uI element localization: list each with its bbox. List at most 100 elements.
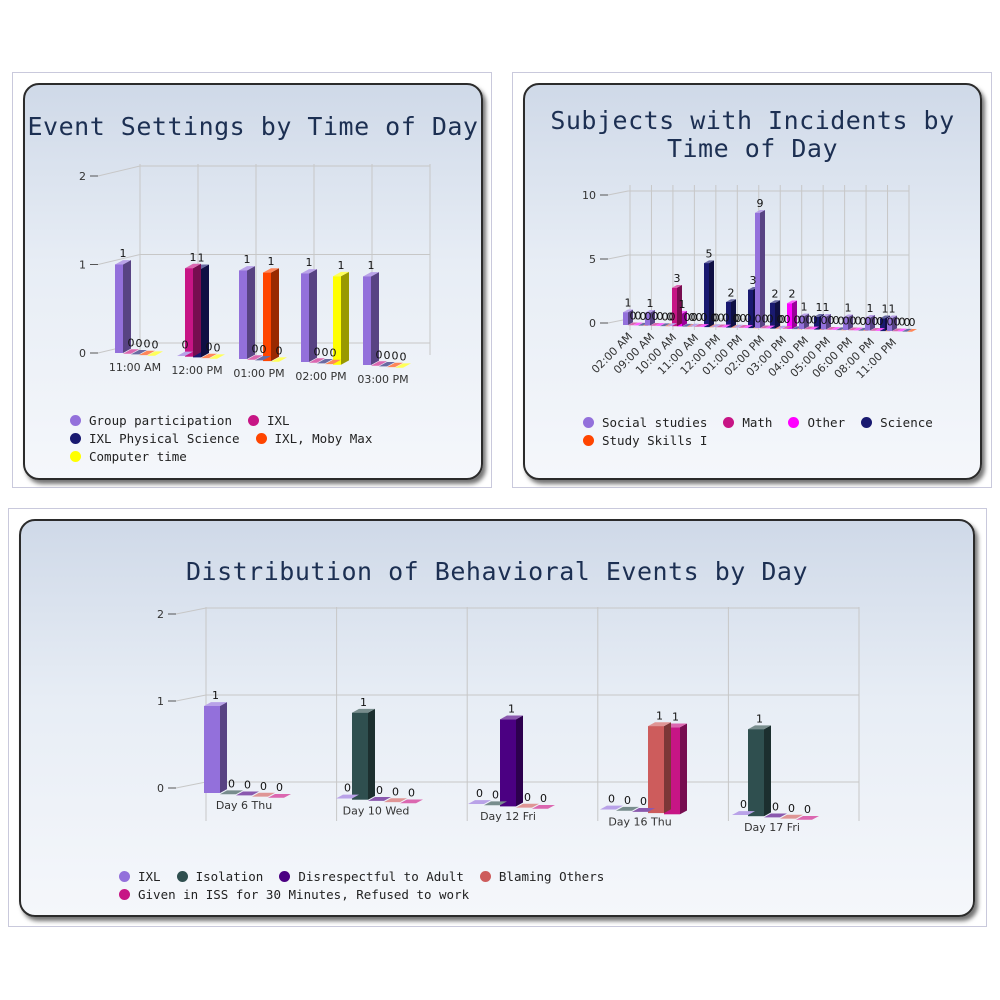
bar-side — [664, 722, 671, 814]
bar — [748, 729, 764, 817]
legend-item[interactable]: Isolation — [176, 867, 263, 885]
bar-top — [247, 355, 263, 360]
bar-top — [628, 322, 638, 326]
bar — [755, 212, 760, 328]
data-label: 1 — [198, 252, 205, 265]
data-label: 0 — [745, 312, 752, 325]
data-label: 0 — [476, 787, 483, 800]
chart-panel-behavioral-events: Distribution of Behavioral Events by Day… — [19, 519, 975, 917]
data-label: 0 — [630, 309, 637, 322]
data-label: 0 — [689, 311, 696, 324]
data-label: 1 — [889, 302, 896, 315]
legend-marker-icon — [723, 416, 735, 428]
bar-top — [880, 315, 890, 319]
legend-marker-icon — [583, 434, 594, 446]
data-label: 3 — [750, 274, 757, 287]
data-label: 0 — [723, 312, 730, 325]
bar-side — [677, 285, 682, 327]
legend-item[interactable]: Computer time — [70, 447, 187, 465]
data-label: 0 — [894, 315, 901, 328]
bar-top — [317, 359, 333, 364]
legend-item[interactable]: IXL — [119, 867, 161, 885]
legend-marker-icon — [279, 870, 291, 882]
bar-top — [780, 814, 803, 819]
x-tick-label: Day 10 Wed — [343, 805, 410, 818]
legend-item[interactable]: IXL, Moby Max — [255, 429, 372, 447]
grid-line-floor — [175, 781, 207, 789]
grid-line-floor — [607, 190, 629, 196]
y-tick-label: 1 — [157, 695, 164, 708]
data-label: 2 — [789, 288, 796, 301]
bar — [352, 712, 368, 800]
data-label: 0 — [877, 315, 884, 328]
bar-top — [826, 326, 836, 330]
bar-top — [500, 715, 523, 720]
legend-marker-icon — [70, 432, 81, 444]
data-label: 0 — [228, 777, 235, 790]
x-tick-label: Day 12 Fri — [480, 810, 536, 823]
bar-top — [220, 790, 243, 795]
bar-top — [655, 323, 665, 326]
legend-item[interactable]: Group participation — [70, 411, 232, 429]
bar — [301, 273, 309, 362]
bar-top — [336, 794, 359, 799]
data-label: 0 — [735, 312, 742, 325]
bar-top — [650, 322, 660, 326]
legend-label: Science — [880, 414, 933, 430]
data-label: 0 — [909, 316, 916, 329]
data-label: 0 — [524, 791, 531, 804]
x-tick-label: 03:00 PM — [357, 373, 408, 386]
data-label: 0 — [662, 310, 669, 323]
bar-top — [368, 797, 391, 801]
y-tick-label: 0 — [589, 317, 596, 330]
bar — [115, 264, 123, 353]
bar-top — [236, 791, 259, 796]
legend-item[interactable]: Math — [723, 413, 772, 431]
legend-item[interactable]: Social studies — [583, 413, 707, 431]
legend-marker-icon — [176, 870, 188, 882]
bar-top — [704, 260, 714, 264]
data-label: 0 — [691, 311, 698, 324]
data-label: 0 — [904, 316, 911, 329]
x-tick-label: Day 17 Fri — [744, 821, 800, 834]
bar-top — [400, 799, 423, 804]
bar-top — [271, 357, 287, 362]
bar-side — [775, 300, 780, 329]
bar-top — [309, 358, 325, 363]
data-label: 1 — [801, 300, 808, 313]
bar-top — [660, 323, 670, 327]
bar — [865, 317, 870, 331]
data-label: 0 — [322, 346, 329, 359]
legend-item[interactable]: Science — [861, 413, 933, 431]
bar-side — [680, 723, 687, 815]
legend-item[interactable]: Study Skills I — [583, 431, 707, 449]
legend-item[interactable]: Blaming Others — [479, 867, 604, 885]
data-label: 1 — [120, 247, 127, 260]
bar-top — [633, 322, 643, 326]
data-label: 0 — [540, 792, 547, 805]
data-label: 0 — [872, 315, 879, 328]
legend-item[interactable]: Given in ISS for 30 Minutes, Refused to … — [119, 885, 469, 903]
data-label: 0 — [740, 798, 747, 811]
bar-side — [271, 268, 279, 362]
data-label: 1 — [338, 259, 345, 272]
bar-top — [831, 327, 841, 330]
bar-top — [623, 309, 633, 313]
bar-top — [726, 299, 736, 302]
bar-top — [848, 327, 858, 331]
bar-top — [379, 362, 395, 367]
bar-top — [760, 325, 770, 329]
data-label: 1 — [268, 255, 275, 268]
data-label: 0 — [788, 802, 795, 815]
bar-top — [177, 351, 193, 356]
legend-label: Disrespectful to Adult — [298, 868, 464, 884]
data-label: 1 — [244, 253, 251, 266]
legend-item[interactable]: Other — [788, 413, 845, 431]
legend-item[interactable]: IXL Physical Science — [70, 429, 240, 447]
bar-top — [600, 805, 623, 810]
data-label: 0 — [833, 314, 840, 327]
bar-top — [870, 327, 880, 331]
legend-item[interactable]: IXL — [248, 411, 290, 429]
legend-item[interactable]: Disrespectful to Adult — [279, 867, 464, 885]
